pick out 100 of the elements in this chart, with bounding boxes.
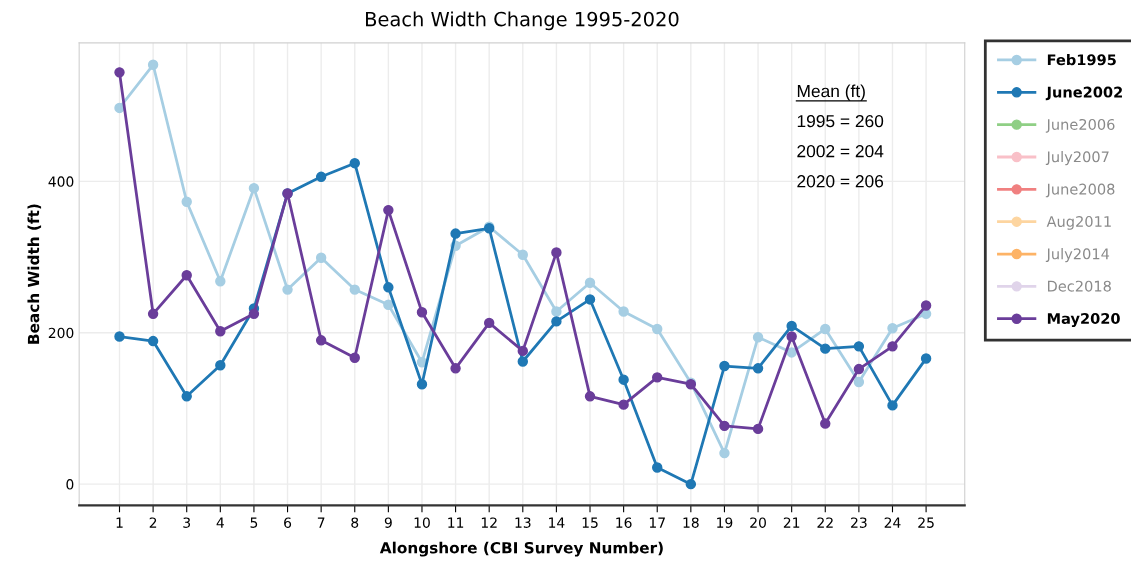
point	[618, 306, 629, 317]
y-tick-label: 0	[66, 479, 74, 490]
annotation: Mean (ft)	[797, 84, 865, 101]
point	[114, 67, 125, 78]
point	[685, 478, 697, 490]
point	[584, 294, 596, 305]
x-tick-label: 7	[317, 517, 325, 528]
x-tick-label: 19	[717, 517, 733, 528]
x-tick-label: 25	[918, 517, 934, 528]
x-tick-label: 23	[851, 517, 867, 528]
point	[786, 320, 797, 332]
point	[551, 316, 562, 327]
point	[181, 391, 192, 402]
y-axis-title: Beach Width (ft)	[27, 204, 42, 344]
x-tick-label: 8	[351, 517, 359, 528]
x-tick-label: 2	[149, 517, 157, 528]
legend-label: Dec2018	[1048, 280, 1111, 292]
annotation: 2020 = 206	[797, 175, 884, 188]
point	[215, 276, 226, 287]
x-tick-label: 18	[683, 517, 699, 528]
point	[551, 247, 562, 258]
point	[887, 400, 898, 411]
point	[315, 171, 327, 183]
point	[215, 326, 226, 337]
point	[853, 363, 865, 375]
point	[349, 157, 360, 169]
point	[719, 420, 730, 432]
legend-label: June2008	[1045, 183, 1115, 198]
annotation: 1995 = 260	[797, 114, 884, 128]
x-tick-label: 15	[582, 517, 598, 528]
point	[618, 399, 629, 410]
point	[248, 182, 260, 194]
x-tick-label: 21	[783, 517, 800, 528]
x-axis-title: Alongshore (CBI Survey Number)	[379, 541, 663, 557]
x-tick-label: 9	[384, 517, 392, 528]
point	[920, 353, 932, 364]
legend-label: June2002	[1045, 86, 1122, 101]
chart-title: Beach Width Change 1995-2020	[366, 11, 679, 31]
point	[416, 379, 428, 390]
point	[652, 462, 663, 473]
point	[820, 323, 831, 335]
point	[820, 343, 831, 354]
point	[719, 447, 730, 459]
point	[181, 270, 192, 281]
point	[114, 331, 125, 342]
x-tick-label: 16	[616, 517, 632, 528]
y-tick-label: 400	[48, 176, 74, 187]
point	[282, 284, 293, 295]
point	[584, 277, 596, 288]
x-tick-label: 24	[884, 517, 901, 528]
point	[383, 204, 394, 216]
point	[752, 332, 764, 343]
legend-label: July2007	[1045, 151, 1109, 166]
point	[786, 331, 797, 342]
x-tick-label: 4	[216, 517, 224, 528]
point	[652, 372, 663, 383]
point	[584, 391, 596, 402]
x-tick-label: 12	[481, 517, 497, 528]
point	[551, 306, 562, 317]
point	[349, 284, 360, 295]
point	[215, 360, 226, 371]
point	[416, 307, 428, 318]
point	[147, 335, 159, 347]
x-tick-label: 10	[414, 517, 430, 528]
point	[517, 249, 529, 260]
point	[887, 322, 898, 334]
point	[181, 196, 192, 207]
point	[383, 282, 394, 293]
point	[853, 341, 865, 352]
legend-label: Feb1995	[1047, 53, 1116, 66]
x-tick-label: 13	[515, 517, 531, 528]
point	[450, 363, 461, 374]
point	[315, 252, 327, 264]
point	[383, 299, 394, 310]
point	[450, 228, 461, 239]
x-tick-label: 1	[116, 517, 123, 528]
y-tick-label: 200	[48, 327, 74, 339]
x-tick-label: 17	[649, 517, 665, 528]
point	[517, 345, 529, 357]
point	[147, 308, 159, 320]
point	[315, 335, 327, 346]
x-tick-label: 5	[250, 517, 258, 528]
point	[618, 374, 629, 385]
point	[820, 418, 831, 429]
point	[887, 341, 898, 352]
point	[517, 356, 529, 367]
point	[719, 360, 730, 372]
point	[853, 376, 865, 388]
x-tick-label: 3	[183, 517, 191, 528]
legend-label: July2014	[1045, 248, 1110, 263]
x-tick-label: 11	[448, 517, 464, 528]
point	[752, 363, 764, 374]
point	[752, 423, 764, 435]
annotation: 2002 = 204	[797, 145, 884, 158]
point	[652, 323, 663, 335]
point	[248, 308, 260, 320]
legend-label: Aug2011	[1046, 215, 1111, 230]
x-tick-label: 6	[284, 517, 292, 528]
point	[349, 352, 360, 363]
x-tick-label: 20	[750, 517, 766, 528]
